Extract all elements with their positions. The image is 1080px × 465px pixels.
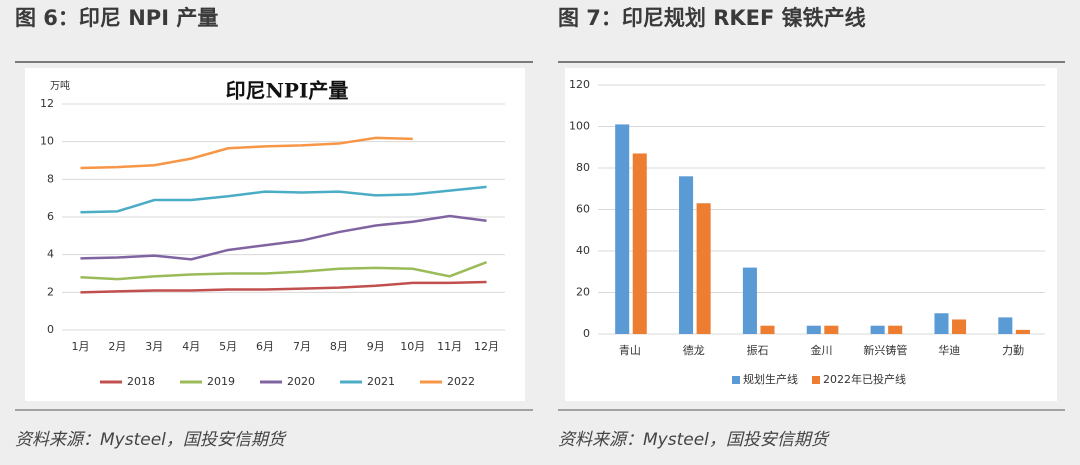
series-line xyxy=(80,280,487,294)
bar xyxy=(998,317,1013,334)
y-tick-label: 60 xyxy=(576,203,590,216)
x-tick-label: 3月 xyxy=(145,340,163,353)
x-tick-label: 7月 xyxy=(293,340,311,353)
bar xyxy=(870,325,885,334)
legend-label: 2018 xyxy=(127,375,155,388)
x-tick-label: 1月 xyxy=(71,340,89,353)
y-axis-label: 万吨 xyxy=(50,79,70,92)
legend-label: 2022年已投产线 xyxy=(823,372,906,386)
legend-label: 2020 xyxy=(287,375,315,388)
x-tick-label: 振石 xyxy=(747,343,769,357)
x-tick-label: 12月 xyxy=(474,340,499,353)
chart-title: 印尼NPI产量 xyxy=(226,79,349,103)
y-tick-label: 12 xyxy=(40,97,54,110)
x-tick-label: 11月 xyxy=(437,340,462,353)
series-line xyxy=(80,214,487,261)
y-tick-label: 10 xyxy=(40,135,54,148)
chart-panel xyxy=(565,68,1057,401)
x-tick-label: 9月 xyxy=(367,340,385,353)
chart-panel xyxy=(25,68,525,401)
figure-heading: 图 7：印尼规划 RKEF 镍铁产线 xyxy=(558,6,866,30)
x-tick-label: 金川 xyxy=(811,343,833,357)
y-tick-label: 80 xyxy=(576,161,590,174)
x-tick-label: 10月 xyxy=(400,340,425,353)
x-tick-label: 4月 xyxy=(182,340,200,353)
x-tick-label: 8月 xyxy=(330,340,348,353)
y-tick-label: 0 xyxy=(47,323,54,336)
bar xyxy=(934,313,949,334)
legend-label: 规划生产线 xyxy=(743,372,798,386)
y-tick-label: 100 xyxy=(569,120,590,133)
legend-label: 2019 xyxy=(207,375,235,388)
series-line xyxy=(80,185,487,214)
bar xyxy=(1015,329,1030,334)
bar xyxy=(742,267,757,334)
source: 资料来源：Mysteel，国投安信期货 xyxy=(15,430,287,450)
series-line xyxy=(80,261,487,281)
y-tick-label: 120 xyxy=(569,78,590,91)
x-tick-label: 5月 xyxy=(219,340,237,353)
bar xyxy=(615,124,630,334)
legend-swatch xyxy=(732,376,740,384)
x-tick-label: 6月 xyxy=(256,340,274,353)
bar xyxy=(952,319,967,334)
y-tick-label: 2 xyxy=(47,285,54,298)
bar xyxy=(760,325,775,334)
source: 资料来源：Mysteel，国投安信期货 xyxy=(558,430,830,450)
bar xyxy=(696,203,711,334)
x-tick-label: 力勤 xyxy=(1002,344,1024,357)
y-tick-label: 40 xyxy=(576,244,590,257)
y-tick-label: 4 xyxy=(47,248,54,261)
bar xyxy=(824,325,839,334)
legend-label: 2021 xyxy=(367,375,395,388)
x-tick-label: 德龙 xyxy=(683,343,705,357)
bar xyxy=(806,325,821,334)
bar xyxy=(888,325,903,334)
figure-heading: 图 6：印尼 NPI 产量 xyxy=(15,6,218,30)
y-tick-label: 20 xyxy=(576,286,590,299)
legend-label: 2022 xyxy=(447,375,475,388)
legend-swatch xyxy=(812,376,820,384)
x-tick-label: 华迪 xyxy=(938,343,960,357)
series-line xyxy=(80,136,413,170)
x-tick-label: 新兴铸管 xyxy=(863,343,907,357)
y-tick-label: 6 xyxy=(47,210,54,223)
y-tick-label: 0 xyxy=(583,327,590,340)
bar xyxy=(632,153,647,334)
x-tick-label: 2月 xyxy=(108,340,126,353)
y-tick-label: 8 xyxy=(47,172,54,185)
x-tick-label: 青山 xyxy=(619,344,641,357)
bar xyxy=(679,176,694,334)
